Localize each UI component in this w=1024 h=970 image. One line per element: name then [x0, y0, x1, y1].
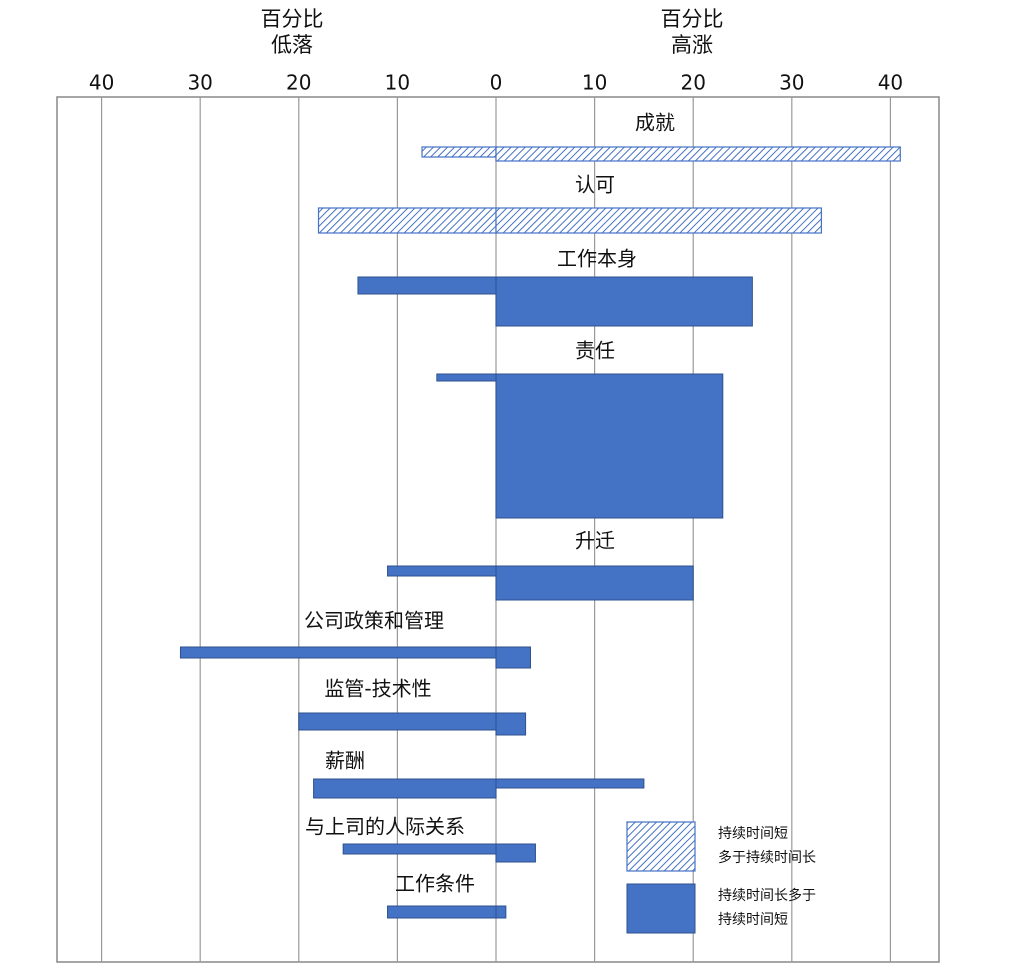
bar-low — [313, 778, 497, 799]
x-tick-label: 40 — [89, 71, 114, 95]
x-tick-label: 10 — [385, 71, 410, 95]
category-label: 工作本身 — [557, 247, 637, 271]
bar-high — [495, 146, 901, 162]
axis-title: 百分比 低落 — [260, 7, 324, 57]
x-tick-label: 30 — [187, 71, 212, 95]
legend-label: 持续时间长多于 持续时间短 — [718, 888, 816, 928]
bar-high — [495, 207, 822, 234]
category-label: 薪酬 — [325, 749, 365, 773]
legend-swatch — [626, 821, 696, 872]
bar-high — [495, 276, 753, 327]
x-tick-label: 0 — [490, 71, 503, 95]
category-label: 工作条件 — [395, 872, 475, 896]
bar-low — [357, 276, 497, 295]
category-label: 责任 — [575, 339, 615, 363]
bar-high — [495, 646, 532, 669]
legend-swatch — [626, 883, 696, 934]
category-label: 认可 — [575, 173, 615, 197]
bar-low — [342, 843, 497, 855]
category-label: 成就 — [635, 111, 675, 135]
category-label: 监管-技术性 — [324, 677, 431, 701]
bar-high — [495, 565, 694, 601]
bar-high — [495, 373, 724, 519]
bar-high — [495, 712, 527, 736]
bar-high — [495, 778, 645, 789]
plot-frame — [56, 96, 940, 963]
bar-high — [495, 905, 507, 919]
x-tick-label: 20 — [286, 71, 311, 95]
x-tick-label: 30 — [779, 71, 804, 95]
bar-low — [421, 146, 497, 158]
x-tick-label: 10 — [582, 71, 607, 95]
x-tick-label: 40 — [878, 71, 903, 95]
bar-low — [387, 905, 497, 919]
bar-low — [436, 373, 497, 382]
bar-low — [317, 207, 497, 234]
legend-label: 持续时间短 多于持续时间长 — [718, 826, 816, 866]
category-label: 升迁 — [575, 529, 615, 553]
axis-title: 百分比 高涨 — [660, 7, 724, 57]
category-label: 与上司的人际关系 — [305, 815, 465, 839]
bar-high — [495, 843, 536, 863]
category-label: 公司政策和管理 — [304, 609, 444, 633]
bar-low — [387, 565, 497, 577]
bar-low — [179, 646, 497, 659]
x-tick-label: 20 — [680, 71, 705, 95]
bar-low — [298, 712, 497, 731]
